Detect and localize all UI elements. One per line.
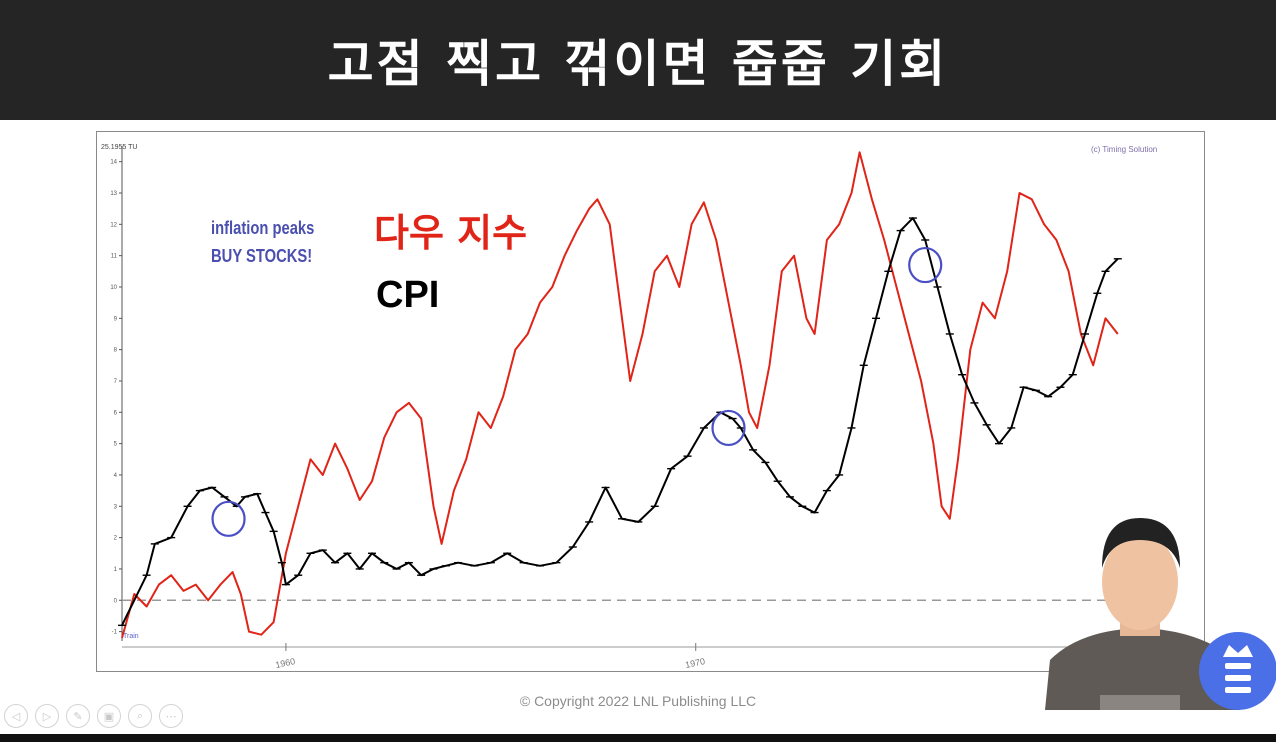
y-tick-label: 5 xyxy=(114,442,118,448)
cpi-line xyxy=(121,217,1119,626)
slide-player-controls: ◁ ▷ ✎ ▣ ⌕ ⋯ xyxy=(4,704,183,728)
highlight-circle xyxy=(908,246,943,284)
y-tick-label: 12 xyxy=(110,222,117,228)
channel-logo xyxy=(1199,632,1276,710)
chart-source-label: (c) Timing Solution xyxy=(1091,145,1157,154)
forward-icon[interactable]: ▷ xyxy=(35,704,59,728)
y-tick-label: 6 xyxy=(114,410,118,416)
more-icon[interactable]: ⋯ xyxy=(159,704,183,728)
y-tick-label: 14 xyxy=(110,160,117,166)
cpi-label: CPI xyxy=(376,274,440,316)
y-tick-label: 8 xyxy=(114,348,118,354)
pen-icon[interactable]: ✎ xyxy=(66,704,90,728)
y-tick-label: 11 xyxy=(111,254,118,260)
series-layer xyxy=(118,151,1122,639)
chart-svg: 25.1955 TU (c) Timing Solution Train -1 0… xyxy=(101,144,1187,670)
highlight-circle xyxy=(211,500,246,537)
title-bar: 고점 찍고 꺾이면 줍줍 기회 xyxy=(0,0,1276,120)
chart-frame: 25.1955 TU (c) Timing Solution Train -1 0… xyxy=(96,131,1205,672)
chart-header-label: 25.1955 TU xyxy=(101,144,137,151)
y-tick-label: 9 xyxy=(114,316,118,322)
dow-index-line xyxy=(121,151,1119,639)
y-tick-label: 2 xyxy=(114,536,118,542)
x-tick-label: 1970 xyxy=(684,656,706,670)
y-tick-label: 10 xyxy=(110,285,117,291)
copyright-text: © Copyright 2022 LNL Publishing LLC xyxy=(519,693,757,709)
chart-corner-label: Train xyxy=(123,633,139,640)
y-tick-label: 4 xyxy=(114,473,118,479)
video-bottom-bar xyxy=(0,734,1276,742)
y-tick-label: -1 xyxy=(112,630,118,636)
presenter-webcam xyxy=(1045,518,1240,710)
dow-index-label: 다우 지수 xyxy=(374,211,528,255)
buy-stocks-line: BUY STOCKS! xyxy=(211,246,313,266)
back-icon[interactable]: ◁ xyxy=(4,704,28,728)
y-tick-label: 0 xyxy=(114,598,118,604)
slides-icon[interactable]: ▣ xyxy=(97,704,121,728)
y-tick-label: 13 xyxy=(110,191,117,197)
y-tick-label: 7 xyxy=(114,379,118,385)
highlight-circle xyxy=(711,409,746,447)
zoom-icon[interactable]: ⌕ xyxy=(128,704,152,728)
crown-icon xyxy=(1223,645,1253,693)
video-title: 고점 찍고 꺾이면 줍줍 기회 xyxy=(327,35,949,93)
inflation-peaks-line: inflation peaks xyxy=(211,218,315,238)
x-tick-label: 1960 xyxy=(274,656,296,670)
y-tick-label: 3 xyxy=(114,504,118,510)
inflation-peaks-annotation: inflation peaks BUY STOCKS! xyxy=(211,214,314,270)
y-tick-label: 1 xyxy=(114,567,118,573)
highlight-circle-layer xyxy=(211,246,943,537)
